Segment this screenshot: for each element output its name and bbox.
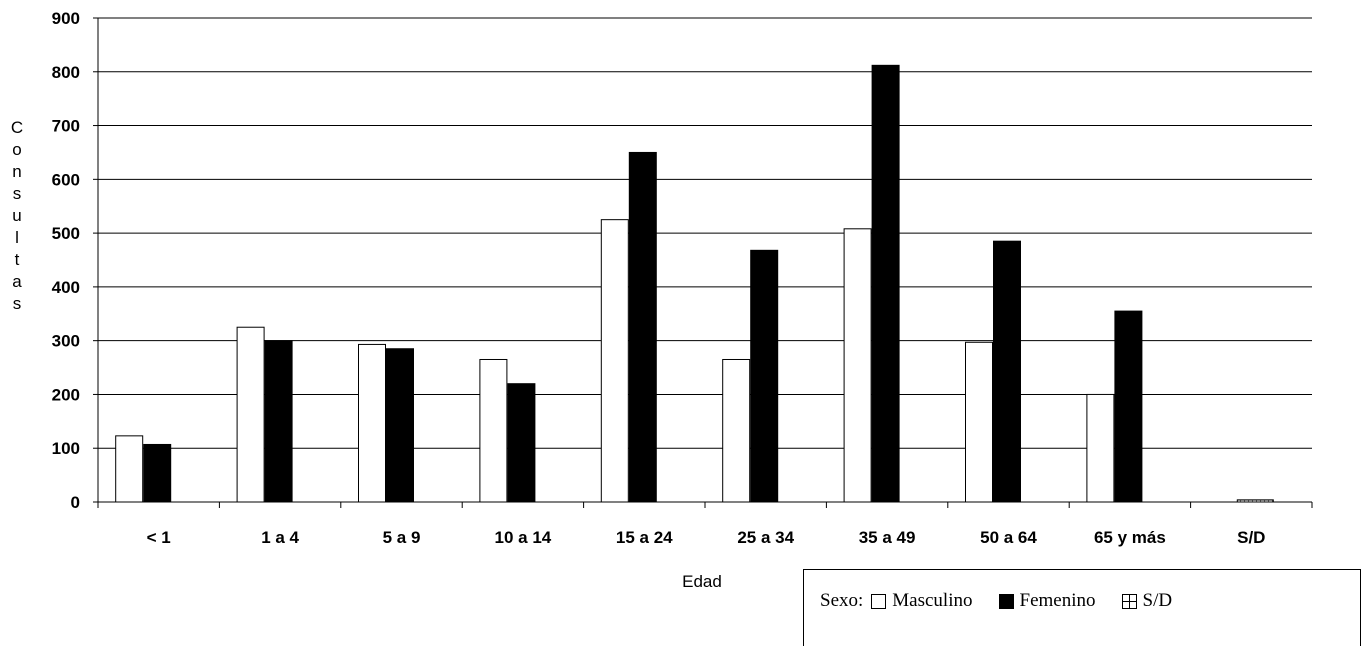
y-tick-label: 900 [52, 9, 80, 28]
bar-masculino-4 [600, 219, 629, 503]
y-tick-label: 200 [52, 385, 80, 404]
y-axis-label-char: C [11, 118, 23, 137]
legend-row: Sexo: Masculino Femenino S/D [820, 590, 1172, 612]
bar-femenino-8 [1114, 310, 1143, 503]
y-tick-label: 300 [52, 332, 80, 351]
bar-femenino-7 [993, 240, 1021, 503]
y-tick-label: 600 [52, 170, 80, 189]
y-axis-label-char: t [15, 250, 20, 269]
x-tick-label: 35 a 49 [859, 528, 916, 547]
legend: Sexo: Masculino Femenino S/D [803, 569, 1361, 646]
x-axis-label: Edad [682, 572, 722, 591]
y-axis-label-char: l [15, 228, 19, 247]
x-tick-label: 25 a 34 [737, 528, 794, 547]
x-tick-label: 65 y más [1094, 528, 1166, 547]
legend-label-sd: S/D [1142, 590, 1173, 611]
y-tick-label: 100 [52, 439, 80, 458]
bar-masculino-0 [115, 435, 144, 503]
legend-label-femenino: Femenino [1019, 590, 1096, 611]
y-axis-label-char: u [12, 206, 21, 225]
y-axis-label-char: s [13, 184, 22, 203]
x-tick-label: 5 a 9 [383, 528, 421, 547]
bar-masculino-6 [843, 228, 872, 503]
y-axis-label-char: a [12, 272, 22, 291]
legend-prefix: Sexo: [820, 590, 864, 611]
bar-femenino-0 [143, 443, 172, 503]
bar-femenino-3 [507, 383, 536, 503]
y-tick-labels: 0 100 200 300 400 500 600 700 800 900 [52, 9, 80, 512]
bar-masculino-7 [965, 341, 993, 503]
y-tick-label: 500 [52, 224, 80, 243]
x-tick-labels: < 1 1 a 4 5 a 9 10 a 14 15 a 24 25 a 34 35 a 4… [147, 528, 1266, 547]
gridlines [98, 17, 1312, 449]
bar-femenino-2 [386, 348, 414, 503]
bar-masculino-5 [722, 358, 751, 503]
y-axis-label-char: s [13, 294, 22, 313]
y-tick-label: 0 [71, 493, 80, 512]
bars [115, 64, 1274, 503]
bar-masculino-2 [358, 343, 386, 503]
legend-swatch-sd [1121, 593, 1137, 609]
y-axis-label-char: o [12, 140, 21, 159]
bar-femenino-5 [750, 249, 779, 503]
x-tick-label: < 1 [147, 528, 171, 547]
x-tick-label: 50 a 64 [980, 528, 1037, 547]
legend-label-masculino: Masculino [892, 590, 973, 611]
legend-swatch-femenino [998, 593, 1014, 609]
y-axis-label-char: n [12, 162, 21, 181]
x-tick-label: 10 a 14 [495, 528, 552, 547]
y-tick-label: 700 [52, 117, 80, 136]
x-tick-label: S/D [1237, 528, 1265, 547]
bar-femenino-4 [628, 151, 657, 503]
axes [93, 17, 1313, 508]
y-tick-label: 400 [52, 278, 80, 297]
bar-masculino-8 [1086, 393, 1115, 503]
bar-femenino-1 [264, 340, 293, 503]
y-tick-label: 800 [52, 63, 80, 82]
bar-masculino-3 [479, 358, 508, 503]
bar-masculino-1 [236, 326, 265, 503]
bar-femenino-6 [871, 64, 900, 503]
x-tick-label: 15 a 24 [616, 528, 673, 547]
legend-swatch-masculino [871, 593, 887, 609]
x-tick-label: 1 a 4 [261, 528, 299, 547]
